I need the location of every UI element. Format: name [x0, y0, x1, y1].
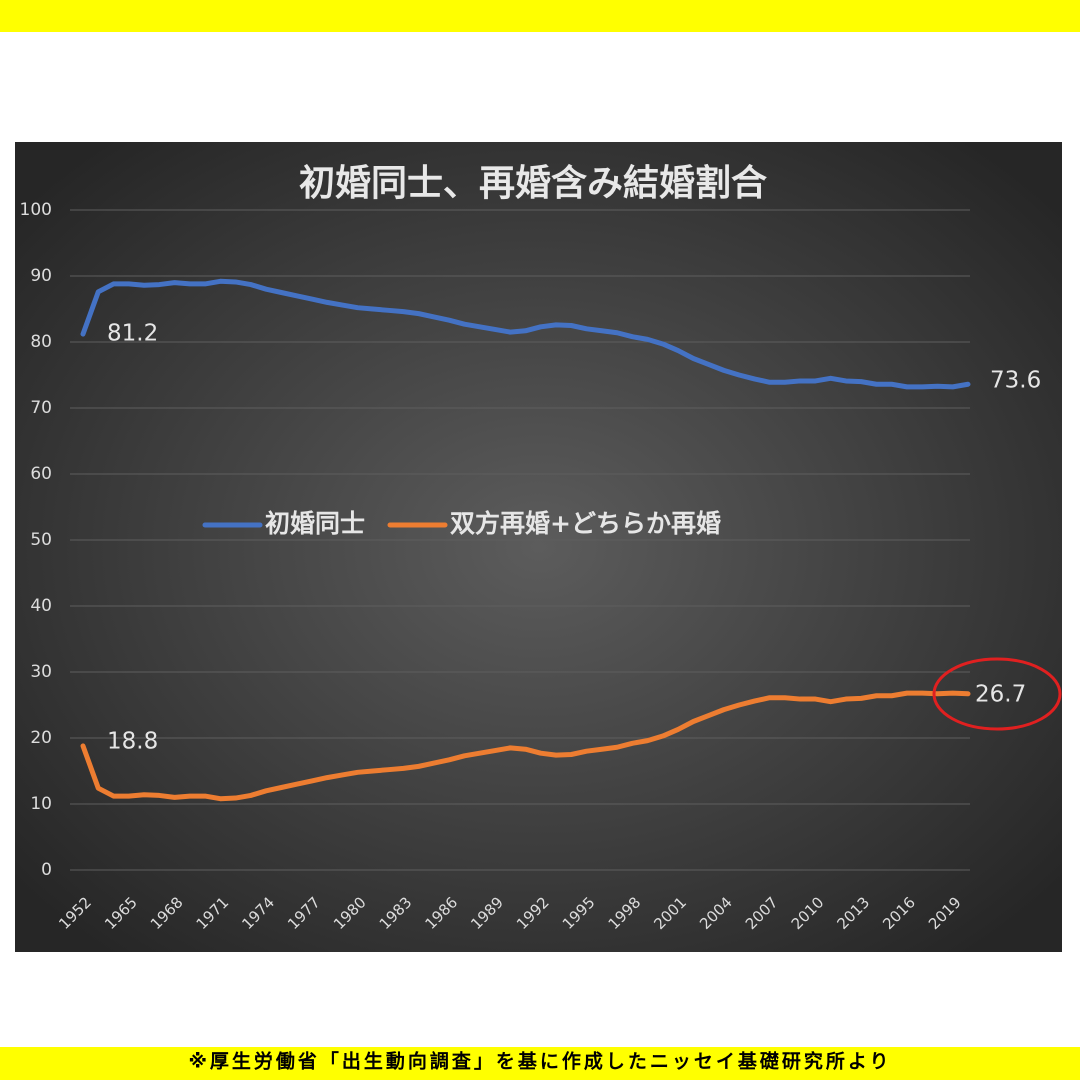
data-label: 81.2 [107, 321, 158, 347]
series-line [80, 278, 971, 390]
y-tick-label: 50 [30, 530, 52, 550]
y-tick-label: 40 [30, 596, 52, 616]
legend-label: 双方再婚+どちらか再婚 [450, 509, 721, 538]
y-tick-label: 80 [30, 332, 52, 352]
chart-panel [15, 142, 1062, 952]
y-tick-label: 60 [30, 464, 52, 484]
chart-title: 初婚同士、再婚含み結婚割合 [299, 163, 767, 204]
y-tick-label: 0 [41, 860, 52, 880]
y-tick-label: 100 [20, 200, 52, 220]
footnote: ※厚生労働省「出生動向調査」を基に作成したニッセイ基礎研究所より [188, 1050, 891, 1073]
y-tick-label: 70 [30, 398, 52, 418]
data-label: 73.6 [990, 368, 1041, 394]
y-tick-label: 30 [30, 662, 52, 682]
data-label: 26.7 [975, 681, 1026, 707]
bottom-bar [0, 1047, 1080, 1080]
data-label: 18.8 [107, 728, 158, 754]
y-tick-label: 20 [30, 728, 52, 748]
highlight-circle [932, 657, 1062, 731]
top-bar [0, 0, 1080, 32]
legend-label: 初婚同士 [265, 509, 365, 538]
series-line [80, 690, 971, 802]
y-tick-label: 10 [30, 794, 52, 814]
y-tick-label: 90 [30, 266, 52, 286]
